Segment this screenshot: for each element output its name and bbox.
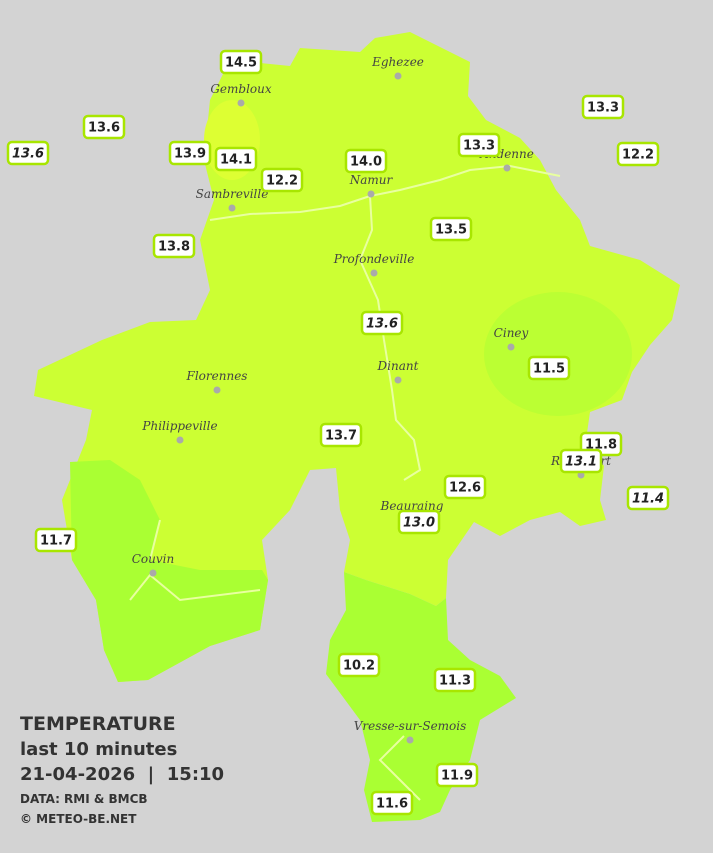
- station-box: [82, 114, 126, 140]
- town-name: Vresse-sur-Semois: [354, 719, 467, 733]
- town-name: Florennes: [186, 369, 248, 383]
- station-box: [168, 140, 212, 166]
- station-temp: 11.7: [40, 534, 72, 549]
- town-name: Beauraing: [380, 499, 444, 513]
- station-temp: 13.5: [435, 223, 467, 238]
- station-temp: 13.6: [366, 317, 398, 332]
- town-name: Eghezee: [371, 55, 424, 69]
- town-dot: [176, 436, 184, 444]
- station-box: [319, 422, 363, 448]
- legend-credit: © METEO-BE.NET: [20, 812, 137, 826]
- station-box: [344, 148, 388, 174]
- station-temp: 12.2: [622, 148, 654, 163]
- station-temp: 11.3: [439, 674, 471, 689]
- station-temp: 13.9: [174, 147, 206, 162]
- station-temp: 11.4: [632, 492, 664, 507]
- river: [209, 164, 561, 481]
- cool-zone: [484, 292, 632, 416]
- station-temp: 14.5: [225, 56, 257, 71]
- semois-region: [326, 572, 516, 822]
- town-dot: [213, 386, 221, 394]
- town-dot: [228, 204, 236, 212]
- south-region: [70, 460, 268, 682]
- station-temp: 13.3: [587, 101, 619, 116]
- station-temp: 12.6: [449, 481, 481, 496]
- station-temp: 13.6: [12, 147, 44, 162]
- station-temp: 14.0: [350, 155, 382, 170]
- station-box: [581, 94, 625, 120]
- town-dot: [394, 376, 402, 384]
- legend: TEMPERATURE last 10 minutes 21-04-2026 |…: [20, 713, 224, 826]
- station-temp: 13.6: [88, 121, 120, 136]
- station-temp: 13.8: [158, 240, 190, 255]
- station-temp: 11.5: [533, 362, 565, 377]
- station-temp: 11.9: [441, 769, 473, 784]
- station-box: [433, 667, 477, 693]
- town-dot: [237, 99, 245, 107]
- river: [129, 519, 421, 801]
- station-box: [370, 790, 414, 816]
- town-dot: [394, 72, 402, 80]
- stations: 14.5 13.6 13.6 13.9 14.1 12.2 14.0 13.3 13.3 12.2…: [6, 49, 670, 816]
- station-box: [435, 762, 479, 788]
- station-temp: 14.1: [220, 153, 252, 168]
- station-box: [6, 140, 50, 166]
- station-box: [443, 474, 487, 500]
- station-box: [559, 448, 603, 474]
- town-name: Namur: [349, 173, 394, 187]
- town-dot: [507, 343, 515, 351]
- station-box: [527, 355, 571, 381]
- station-box: [616, 141, 660, 167]
- station-box: [152, 233, 196, 259]
- station-box: [214, 146, 258, 172]
- town-dot: [503, 164, 511, 172]
- station-box: [626, 485, 670, 511]
- station-box: [360, 310, 404, 336]
- station-box: [457, 132, 501, 158]
- station-temp: 13.3: [463, 139, 495, 154]
- station-box: [337, 652, 381, 678]
- town-name: Gembloux: [210, 82, 272, 96]
- town-name: Couvin: [132, 552, 174, 566]
- town-name: Profondeville: [333, 252, 415, 266]
- town-dot: [149, 569, 157, 577]
- station-temp: 10.2: [343, 659, 375, 674]
- town-dot: [367, 190, 375, 198]
- station-temp: 12.2: [266, 174, 298, 189]
- station-temp: 13.7: [325, 429, 357, 444]
- station-box: [260, 167, 304, 193]
- station-box: [397, 509, 441, 535]
- station-temp: 13.0: [403, 516, 435, 531]
- legend-subtitle: last 10 minutes: [20, 739, 177, 760]
- town-name: Sambreville: [196, 187, 269, 201]
- province-area: [34, 32, 680, 682]
- station-temp: 13.1: [565, 455, 597, 470]
- station-box: [34, 527, 78, 553]
- station-box: [429, 216, 473, 242]
- town-name: Philippeville: [141, 419, 217, 433]
- town-dot: [370, 269, 378, 277]
- town-name: Ciney: [494, 326, 529, 340]
- station-box: [219, 49, 263, 75]
- towns: EghezeeGemblouxAndenneNamurSambrevillePr…: [132, 55, 611, 744]
- town-dot: [406, 736, 414, 744]
- legend-source: DATA: RMI & BMCB: [20, 792, 148, 806]
- station-temp: 11.6: [376, 797, 408, 812]
- legend-datetime: 21-04-2026 | 15:10: [20, 764, 224, 785]
- town-name: Dinant: [377, 359, 419, 373]
- legend-title: TEMPERATURE: [20, 713, 176, 735]
